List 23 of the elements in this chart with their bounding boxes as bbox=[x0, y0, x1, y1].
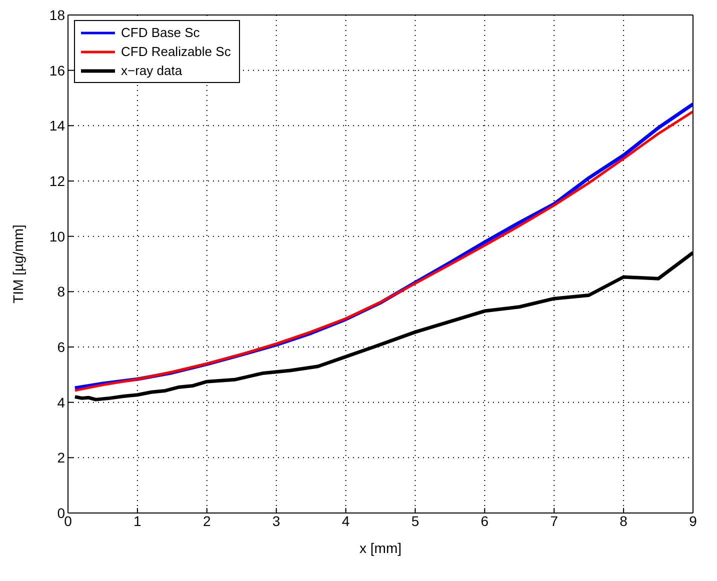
y-axis-title: TIM [µg/mm] bbox=[10, 224, 26, 304]
x-tick-label: 9 bbox=[689, 512, 698, 529]
x-tick-label: 5 bbox=[411, 512, 420, 529]
x-tick-label: 2 bbox=[202, 512, 211, 529]
y-tick-label: 8 bbox=[57, 284, 66, 300]
x-tick-label: 6 bbox=[480, 512, 489, 529]
y-tick-label: 18 bbox=[49, 6, 66, 23]
x-tick-label: 7 bbox=[550, 512, 558, 529]
y-tick-label: 12 bbox=[49, 172, 66, 189]
y-tick-label: 16 bbox=[49, 62, 66, 78]
x-tick-label: 1 bbox=[134, 512, 142, 529]
legend-label: CFD Base Sc bbox=[121, 24, 200, 42]
y-tick-label: 6 bbox=[57, 338, 66, 355]
y-tick-label: 10 bbox=[49, 228, 66, 244]
y-tick-label: 4 bbox=[57, 394, 66, 410]
x-axis-title: x [mm] bbox=[360, 540, 402, 556]
y-tick-label: 2 bbox=[57, 450, 66, 466]
x-tick-label: 4 bbox=[342, 512, 350, 529]
y-tick-label: 14 bbox=[49, 118, 66, 134]
legend-label: x−ray data bbox=[121, 62, 182, 80]
legend-label: CFD Realizable Sc bbox=[121, 43, 231, 61]
x-tick-label: 8 bbox=[620, 512, 628, 529]
x-tick-label: 3 bbox=[272, 512, 280, 529]
